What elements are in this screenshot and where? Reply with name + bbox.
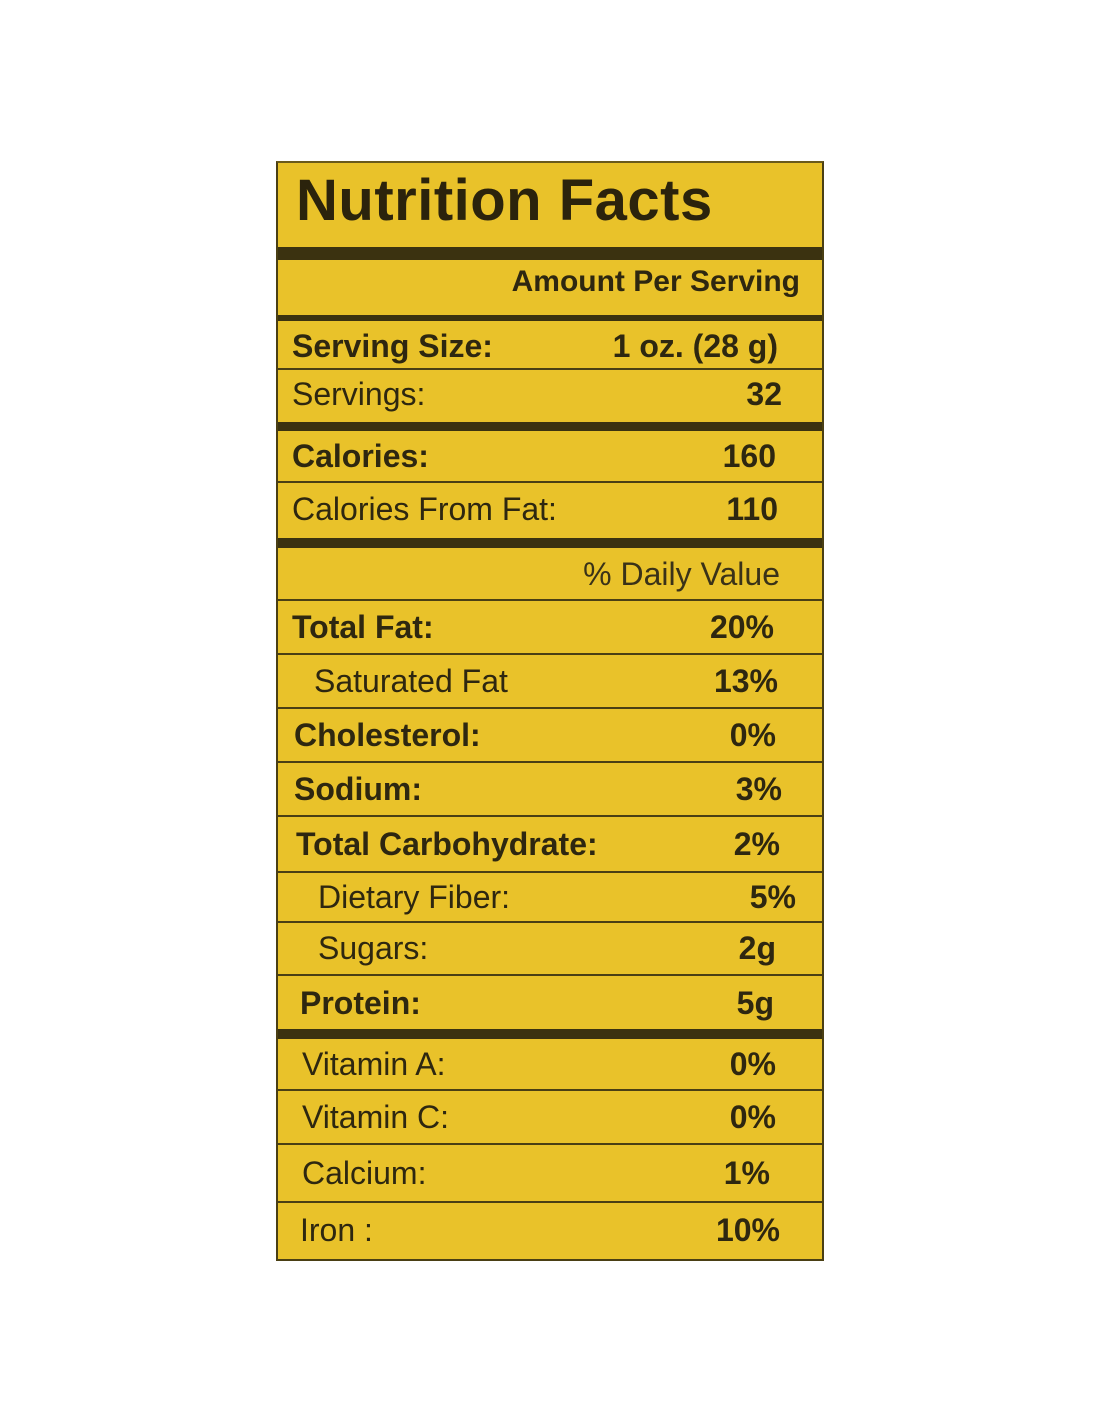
nutrient-row-saturated-fat: Saturated Fat 13% — [278, 655, 822, 707]
nutrient-label: Cholesterol: — [294, 716, 481, 753]
serving-size-label: Serving Size: — [292, 327, 493, 364]
rule-after-amount-header — [278, 315, 822, 321]
divider — [278, 653, 822, 655]
vitamin-label: Calcium: — [302, 1154, 427, 1191]
divider — [278, 707, 822, 709]
calories-from-fat-label: Calories From Fat: — [292, 490, 557, 527]
divider — [278, 921, 822, 923]
nutrient-row-total-fat: Total Fat: 20% — [278, 601, 822, 653]
vitamin-value: 0% — [729, 1045, 776, 1082]
divider — [278, 974, 822, 976]
calories-label: Calories: — [292, 437, 429, 474]
serving-size-row: Serving Size: 1 oz. (28 g) — [278, 323, 822, 369]
servings-value: 32 — [746, 375, 782, 412]
nutrient-value: 3% — [735, 770, 782, 807]
thick-rule-top — [278, 247, 822, 260]
thick-rule-calories — [278, 422, 822, 431]
nutrient-value: 20% — [709, 608, 774, 645]
divider — [278, 1201, 822, 1203]
vitamin-row-calcium: Calcium: 1% — [278, 1145, 822, 1201]
divider — [278, 599, 822, 601]
nutrient-label: Total Fat: — [292, 608, 434, 645]
nutrient-row-sodium: Sodium: 3% — [278, 763, 822, 815]
vitamin-label: Vitamin C: — [302, 1098, 450, 1135]
nutrient-row-protein: Protein: 5g — [278, 976, 822, 1030]
thick-rule-daily-value — [278, 538, 822, 548]
calories-value: 160 — [722, 437, 776, 474]
calories-from-fat-value: 110 — [726, 490, 778, 527]
divider — [278, 481, 822, 483]
nutrient-row-sugars: Sugars: 2g — [278, 923, 822, 973]
vitamin-value: 1% — [723, 1154, 770, 1191]
nutrient-label: Saturated Fat — [314, 662, 508, 699]
divider — [278, 1143, 822, 1145]
calories-from-fat-row: Calories From Fat: 110 — [278, 483, 822, 535]
nutrient-value: 5g — [736, 984, 774, 1021]
calories-row: Calories: 160 — [278, 431, 822, 481]
divider — [278, 368, 822, 370]
nutrient-value: 5% — [749, 878, 796, 915]
vitamin-value: 10% — [715, 1211, 780, 1248]
vitamin-value: 0% — [729, 1098, 776, 1135]
divider — [278, 815, 822, 817]
nutrient-label: Dietary Fiber: — [318, 878, 511, 915]
vitamin-row-iron: Iron : 10% — [278, 1203, 822, 1257]
servings-label: Servings: — [292, 375, 426, 412]
divider — [278, 871, 822, 873]
vitamin-label: Iron : — [300, 1211, 373, 1248]
serving-size-value: 1 oz. (28 g) — [612, 327, 778, 364]
nutrient-row-dietary-fiber: Dietary Fiber: 5% — [278, 873, 822, 921]
label-title: Nutrition Facts — [296, 168, 713, 233]
nutrient-label: Total Carbohydrate: — [296, 825, 598, 862]
nutrient-label: Sugars: — [318, 929, 429, 966]
nutrient-label: Sodium: — [294, 770, 422, 807]
nutrient-value: 13% — [713, 662, 778, 699]
vitamin-label: Vitamin A: — [302, 1045, 446, 1082]
vitamin-row-vitamin-a: Vitamin A: 0% — [278, 1039, 822, 1089]
amount-per-serving-header: Amount Per Serving — [511, 265, 800, 298]
nutrient-row-total-carbohydrate: Total Carbohydrate: 2% — [278, 817, 822, 871]
nutrition-facts-label: Nutrition Facts Amount Per Serving Servi… — [276, 161, 824, 1261]
nutrient-value: 2g — [738, 929, 776, 966]
divider — [278, 761, 822, 763]
nutrient-value: 0% — [729, 716, 776, 753]
nutrient-label: Protein: — [300, 984, 421, 1021]
vitamin-row-vitamin-c: Vitamin C: 0% — [278, 1091, 822, 1143]
servings-row: Servings: 32 — [278, 370, 822, 418]
nutrient-row-cholesterol: Cholesterol: 0% — [278, 709, 822, 761]
daily-value-header: % Daily Value — [583, 555, 780, 592]
nutrient-value: 2% — [733, 825, 780, 862]
divider — [278, 1089, 822, 1091]
thick-rule-vitamins — [278, 1029, 822, 1039]
